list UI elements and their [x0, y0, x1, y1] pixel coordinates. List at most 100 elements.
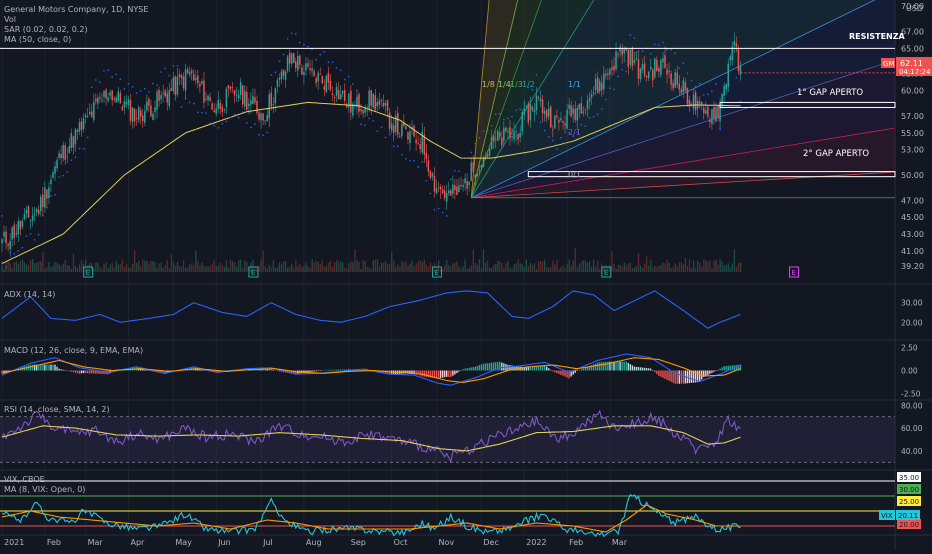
volume-bar: [358, 262, 360, 272]
sar-legend[interactable]: SAR (0.02, 0.02, 0.2): [4, 25, 88, 34]
volume-bar: [54, 261, 56, 272]
volume-bar: [252, 259, 254, 272]
volume-bar: [182, 260, 185, 272]
candle-body: [466, 180, 468, 189]
macd-histogram-bar: [566, 370, 568, 378]
volume-legend[interactable]: Vol: [4, 15, 16, 24]
candle-body: [692, 94, 695, 109]
candle-body: [9, 240, 11, 250]
sar-dot: [160, 71, 163, 73]
volume-bar: [11, 268, 13, 272]
macd-histogram-bar: [199, 369, 201, 371]
macd-histogram-bar: [698, 370, 701, 382]
macd-histogram-bar: [413, 370, 415, 373]
time-tick-label: Aug: [306, 538, 322, 547]
candle-body: [472, 162, 474, 172]
macd-histogram-bar: [666, 370, 668, 380]
candle-body: [54, 166, 56, 174]
macd-histogram-bar: [609, 361, 611, 371]
volume-bar: [231, 261, 234, 272]
candle-body: [660, 60, 662, 75]
sar-dot: [380, 126, 383, 129]
macd-histogram-bar: [144, 369, 146, 371]
volume-bar: [74, 265, 77, 272]
main-legend: General Motors Company, 1D, NYSE Vol SAR…: [4, 5, 148, 45]
sar-dot: [596, 113, 599, 116]
symbol-title[interactable]: General Motors Company, 1D, NYSE: [4, 5, 149, 14]
candle-body: [297, 55, 299, 71]
macd-histogram-bar: [562, 370, 564, 376]
macd-histogram-bar: [723, 366, 725, 371]
macd-histogram-bar: [44, 364, 46, 371]
macd-histogram-bar: [435, 370, 438, 379]
volume-bar: [695, 267, 697, 272]
gann-fan-ray: [471, 59, 896, 199]
volume-bar: [380, 262, 383, 272]
candle-body: [66, 156, 69, 158]
macd-histogram-bar: [411, 370, 413, 374]
candle-body: [543, 110, 546, 115]
vix-legend[interactable]: VIX, CBOE MA (8, VIX: Open, 0): [4, 475, 85, 495]
macd-histogram-bar: [501, 362, 503, 371]
candle-body: [158, 89, 160, 101]
sar-dot: [45, 206, 48, 209]
volume-bar: [221, 264, 224, 272]
candle-body: [176, 76, 179, 95]
macd-histogram-bar: [703, 370, 705, 377]
candle-body: [262, 113, 264, 121]
macd-histogram-bar: [535, 366, 538, 371]
candle-body: [378, 100, 381, 105]
macd-histogram-bar: [533, 366, 536, 371]
candle-body: [711, 109, 713, 125]
time-tick-label: Jul: [262, 538, 273, 547]
macd-histogram-bar: [456, 370, 458, 374]
volume-bar: [191, 263, 193, 272]
candle-body: [627, 49, 630, 67]
candle-body: [250, 100, 252, 105]
candle-body: [276, 79, 279, 87]
candle-body: [488, 149, 491, 156]
volume-bar: [684, 258, 687, 272]
candle-body: [186, 69, 189, 74]
candle-body: [609, 69, 611, 75]
sar-dot: [356, 89, 358, 92]
sar-dot: [592, 115, 595, 118]
adx-legend[interactable]: ADX (14, 14): [4, 290, 55, 300]
sar-dot: [466, 156, 469, 159]
sar-dot: [604, 98, 607, 101]
volume-bar: [105, 262, 107, 272]
volume-bar: [664, 263, 666, 272]
volume-bar: [227, 268, 230, 272]
candle-body: [709, 119, 711, 123]
ma-legend[interactable]: MA (50, close, 0): [4, 35, 72, 44]
candle-body: [719, 105, 721, 122]
volume-bar: [117, 264, 119, 272]
volume-bar: [493, 265, 495, 272]
candle-body: [137, 107, 140, 121]
price-axis: 70.0067.0065.0062.0060.0057.0055.0053.00…: [901, 2, 924, 271]
macd-histogram-bar: [664, 370, 666, 379]
candle-body: [690, 103, 693, 105]
candle-body: [621, 48, 623, 56]
macd-legend[interactable]: MACD (12, 26, close, 9, EMA, EMA): [4, 346, 143, 356]
macd-histogram-bar: [388, 370, 391, 375]
candle-body: [384, 103, 387, 106]
rsi-legend[interactable]: RSI (14, close, SMA, 14, 2): [4, 405, 110, 415]
candle-body: [641, 64, 644, 70]
candle-body: [5, 231, 7, 244]
candle-body: [670, 73, 672, 85]
candle-body: [625, 47, 627, 51]
sar-dot: [449, 178, 452, 181]
candle-body: [160, 95, 162, 100]
volume-bar: [187, 267, 189, 272]
time-tick-label: May: [175, 538, 192, 547]
fan-label-1-8: 1/8: [482, 80, 495, 89]
volume-bar: [331, 266, 334, 272]
candle-body: [362, 110, 364, 114]
macd-histogram-bar: [511, 365, 513, 371]
sar-dot: [205, 112, 207, 115]
candle-body: [727, 63, 729, 87]
macd-histogram-bar: [682, 370, 685, 384]
candle-body: [241, 85, 244, 105]
